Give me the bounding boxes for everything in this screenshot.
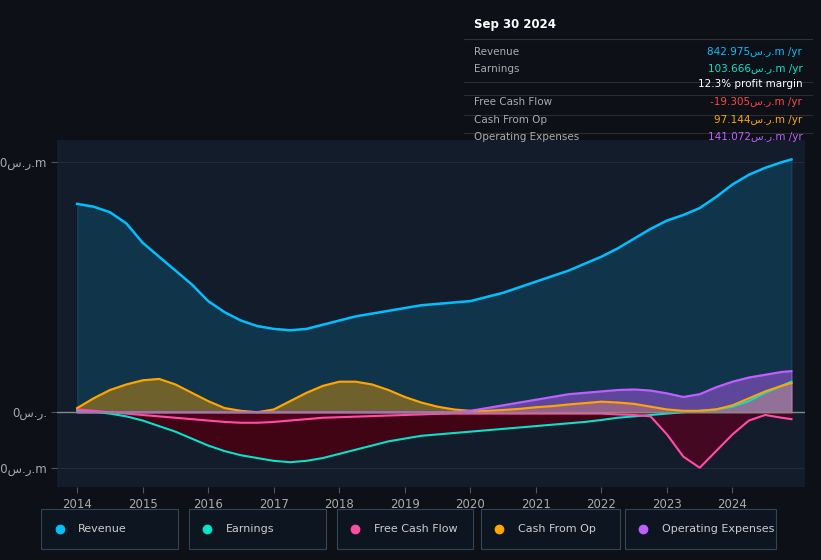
Text: Sep 30 2024: Sep 30 2024	[475, 18, 557, 31]
Text: Cash From Op: Cash From Op	[518, 524, 595, 534]
Text: 97.144س.ر.m /yr: 97.144س.ر.m /yr	[714, 115, 802, 124]
Text: Revenue: Revenue	[78, 524, 126, 534]
FancyBboxPatch shape	[337, 509, 473, 549]
Text: Free Cash Flow: Free Cash Flow	[374, 524, 457, 534]
Text: Earnings: Earnings	[226, 524, 274, 534]
Text: 141.072س.ر.m /yr: 141.072س.ر.m /yr	[708, 132, 802, 142]
Text: Earnings: Earnings	[475, 64, 520, 74]
Text: Revenue: Revenue	[475, 47, 520, 57]
Text: Cash From Op: Cash From Op	[475, 115, 548, 124]
Text: 103.666س.ر.m /yr: 103.666س.ر.m /yr	[708, 64, 802, 74]
FancyBboxPatch shape	[481, 509, 620, 549]
FancyBboxPatch shape	[625, 509, 777, 549]
FancyBboxPatch shape	[41, 509, 178, 549]
Text: 842.975س.ر.m /yr: 842.975س.ر.m /yr	[708, 47, 802, 57]
Text: Operating Expenses: Operating Expenses	[662, 524, 774, 534]
FancyBboxPatch shape	[189, 509, 325, 549]
Text: Operating Expenses: Operating Expenses	[475, 132, 580, 142]
Text: 12.3% profit margin: 12.3% profit margin	[698, 79, 802, 89]
Text: -19.305س.ر.m /yr: -19.305س.ر.m /yr	[710, 97, 802, 107]
Text: Free Cash Flow: Free Cash Flow	[475, 97, 553, 107]
